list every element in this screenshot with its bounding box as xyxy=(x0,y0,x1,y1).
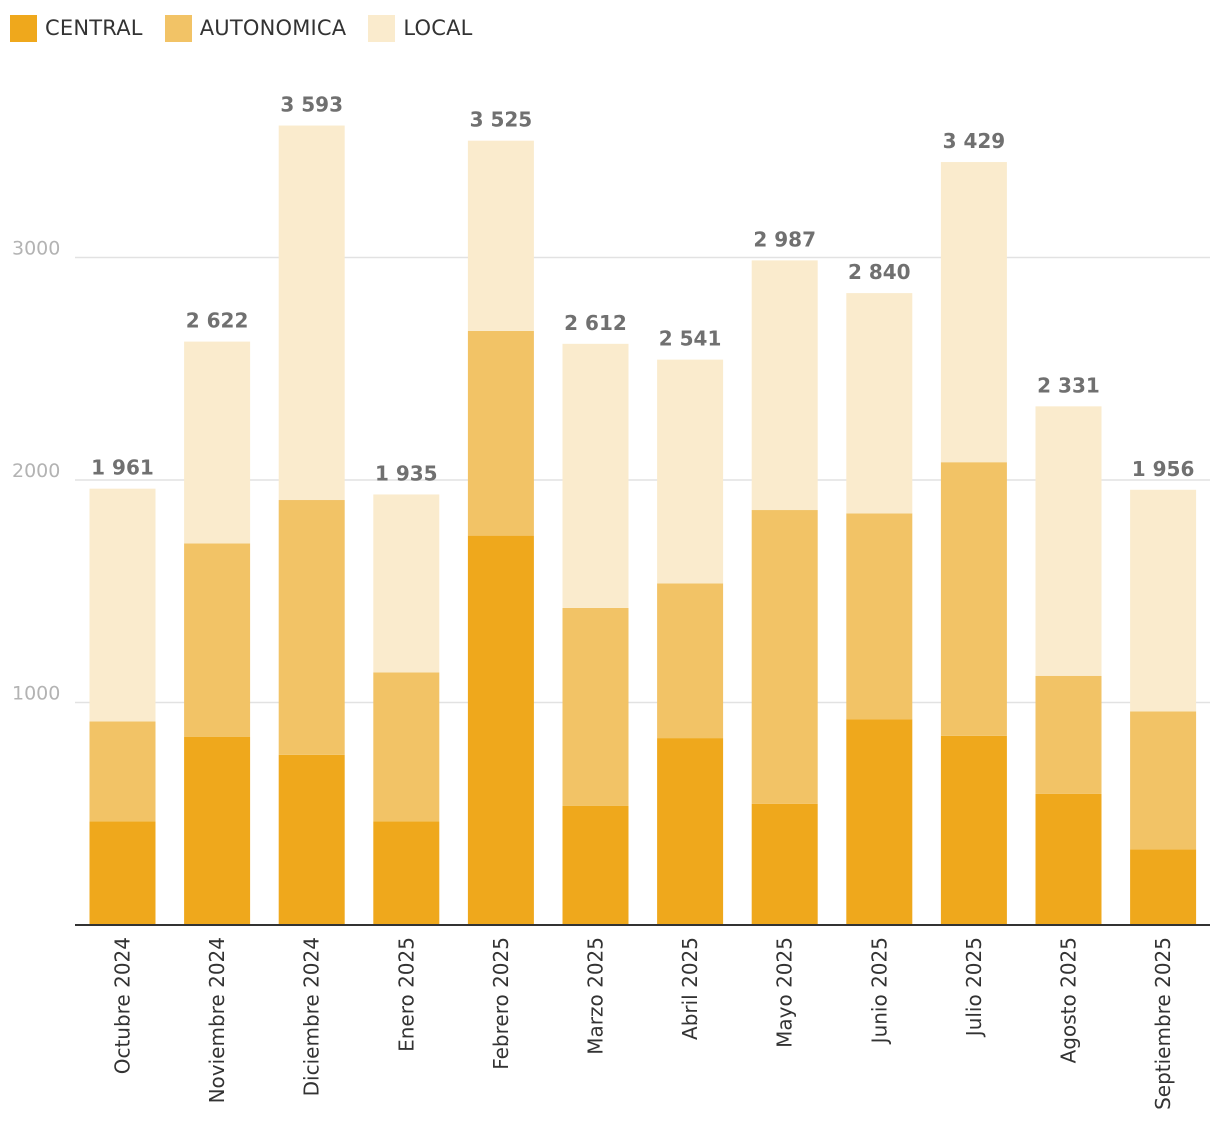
bar-local-11[interactable] xyxy=(1130,489,1197,712)
legend-item-central[interactable]: CENTRAL xyxy=(10,14,143,42)
bar-autonomica-9[interactable] xyxy=(940,462,1007,736)
bar-local-6[interactable] xyxy=(657,359,724,584)
bar-central-1[interactable] xyxy=(184,736,251,925)
bar-local-7[interactable] xyxy=(751,260,818,511)
bar-central-4[interactable] xyxy=(467,535,534,925)
y-tick-label-1000: 1000 xyxy=(12,683,60,705)
bar-autonomica-11[interactable] xyxy=(1130,711,1197,850)
x-tick-label-7: Mayo 2025 xyxy=(773,937,797,1048)
x-tick-label-10: Agosto 2025 xyxy=(1057,937,1081,1063)
total-label-5: 2 612 xyxy=(564,311,627,335)
legend-label-autonomica: AUTONOMICA xyxy=(199,16,347,40)
bar-central-7[interactable] xyxy=(751,803,818,925)
total-label-10: 2 331 xyxy=(1037,373,1100,397)
legend-label-local: LOCAL xyxy=(403,16,473,40)
x-tick-label-1: Noviembre 2024 xyxy=(205,937,229,1103)
bar-autonomica-1[interactable] xyxy=(184,543,251,737)
x-tick-label-11: Septiembre 2025 xyxy=(1151,937,1175,1110)
x-tick-label-5: Marzo 2025 xyxy=(584,937,608,1055)
total-label-0: 1 961 xyxy=(91,456,154,480)
bar-local-0[interactable] xyxy=(89,488,156,722)
bar-local-2[interactable] xyxy=(278,125,345,501)
total-label-4: 3 525 xyxy=(470,108,533,132)
bar-central-0[interactable] xyxy=(89,821,156,925)
bar-local-10[interactable] xyxy=(1035,406,1102,676)
x-tick-label-9: Julio 2025 xyxy=(962,937,986,1038)
bar-autonomica-4[interactable] xyxy=(467,330,534,536)
bar-central-8[interactable] xyxy=(846,719,913,925)
x-tick-label-3: Enero 2025 xyxy=(394,937,418,1052)
bar-autonomica-8[interactable] xyxy=(846,513,913,720)
total-label-8: 2 840 xyxy=(848,260,911,284)
bar-local-5[interactable] xyxy=(562,343,629,608)
bar-central-9[interactable] xyxy=(940,735,1007,925)
bar-autonomica-6[interactable] xyxy=(657,583,724,739)
bar-autonomica-10[interactable] xyxy=(1035,675,1102,794)
bar-central-10[interactable] xyxy=(1035,793,1102,925)
legend-item-autonomica[interactable]: AUTONOMICA xyxy=(164,14,347,42)
legend-swatch-local xyxy=(368,14,396,42)
bar-autonomica-0[interactable] xyxy=(89,721,156,822)
total-label-9: 3 429 xyxy=(943,129,1006,153)
bar-central-5[interactable] xyxy=(562,805,629,925)
bar-local-1[interactable] xyxy=(184,341,251,544)
x-tick-label-6: Abril 2025 xyxy=(678,937,702,1040)
bar-autonomica-2[interactable] xyxy=(278,500,345,755)
bar-local-4[interactable] xyxy=(467,140,534,331)
total-label-7: 2 987 xyxy=(753,227,816,251)
bar-central-3[interactable] xyxy=(373,821,440,925)
x-tick-label-0: Octubre 2024 xyxy=(111,937,135,1074)
legend-label-central: CENTRAL xyxy=(45,16,143,40)
legend: CENTRAL AUTONOMICA LOCAL xyxy=(10,12,495,44)
total-label-3: 1 935 xyxy=(375,461,438,485)
bar-central-6[interactable] xyxy=(657,738,724,925)
x-tick-label-4: Febrero 2025 xyxy=(489,937,513,1070)
bar-autonomica-7[interactable] xyxy=(751,510,818,804)
legend-swatch-autonomica xyxy=(164,14,192,42)
bar-local-3[interactable] xyxy=(373,494,440,673)
bar-autonomica-3[interactable] xyxy=(373,672,440,822)
y-tick-label-2000: 2000 xyxy=(12,460,60,482)
total-label-2: 3 593 xyxy=(280,93,343,117)
x-tick-label-2: Diciembre 2024 xyxy=(300,937,324,1096)
bar-autonomica-5[interactable] xyxy=(562,607,629,806)
bar-central-2[interactable] xyxy=(278,754,345,925)
bar-local-9[interactable] xyxy=(940,162,1007,463)
bar-central-11[interactable] xyxy=(1130,849,1197,925)
total-label-11: 1 956 xyxy=(1132,457,1195,481)
total-label-1: 2 622 xyxy=(186,309,249,333)
total-label-6: 2 541 xyxy=(659,327,722,351)
x-tick-label-8: Junio 2025 xyxy=(867,937,891,1045)
y-tick-label-3000: 3000 xyxy=(12,238,60,260)
bar-local-8[interactable] xyxy=(846,293,913,514)
legend-swatch-central xyxy=(10,14,37,42)
legend-item-local[interactable]: LOCAL xyxy=(368,14,473,42)
